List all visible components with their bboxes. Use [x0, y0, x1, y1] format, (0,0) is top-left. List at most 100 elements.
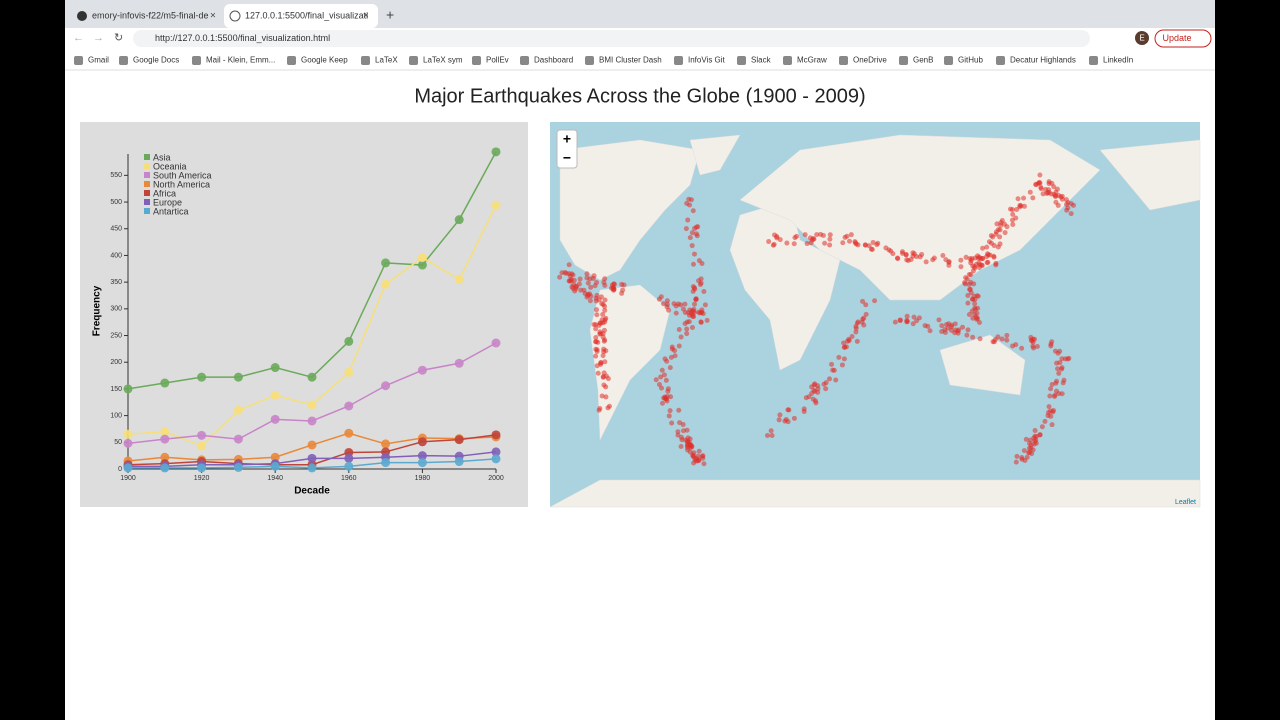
quake-dot — [660, 301, 666, 307]
tab-close[interactable]: × — [210, 11, 216, 22]
bookmark[interactable]: Google Keep — [301, 56, 348, 65]
tab-close[interactable]: × — [363, 11, 369, 22]
quake-dot — [1026, 450, 1032, 456]
bookmark-icon — [674, 56, 683, 65]
quake-dot — [822, 240, 828, 246]
quake-dot — [870, 239, 876, 245]
quake-dot — [1032, 438, 1038, 444]
quake-dot — [690, 452, 696, 458]
data-point — [197, 441, 207, 451]
bookmark[interactable]: Gmail — [88, 56, 109, 65]
quake-dot — [663, 396, 669, 402]
new-tab[interactable]: + — [386, 7, 394, 23]
bookmark[interactable]: LaTeX sym — [423, 56, 463, 65]
reload[interactable]: ↻ — [114, 32, 123, 44]
quake-dot — [863, 311, 869, 317]
quake-dot — [993, 229, 999, 235]
y-tick-label: 0 — [118, 466, 122, 473]
bookmark[interactable]: McGraw — [797, 56, 827, 65]
bookmark[interactable]: LaTeX — [375, 56, 398, 65]
quake-dot — [676, 407, 682, 413]
quake-dot — [698, 276, 704, 282]
quake-dot — [699, 453, 705, 459]
y-tick-label: 400 — [110, 252, 122, 259]
quake-dot — [684, 326, 690, 332]
tab-title[interactable]: 127.0.0.1:5500/final_visualizati — [245, 10, 368, 20]
profile-initial: E — [1139, 34, 1144, 43]
bookmark-icon — [287, 56, 296, 65]
forward[interactable]: → — [93, 32, 104, 44]
back[interactable]: ← — [73, 32, 84, 44]
quake-dot — [1019, 456, 1025, 462]
update-button[interactable] — [1154, 29, 1212, 48]
quake-dot — [852, 239, 858, 245]
quake-dot — [910, 250, 916, 256]
quake-dot — [1021, 195, 1027, 201]
quake-dot — [691, 310, 697, 316]
data-point — [270, 414, 280, 424]
quake-dot — [1009, 207, 1015, 213]
quake-dot — [1002, 230, 1008, 236]
y-tick-label: 200 — [110, 359, 122, 366]
quake-dot — [676, 343, 682, 349]
y-axis-title: Frequency — [92, 285, 103, 336]
map[interactable]: + − Leaflet — [549, 122, 1201, 508]
zoom-in[interactable]: + — [563, 131, 571, 147]
x-tick-label: 1980 — [415, 475, 431, 482]
quake-dot — [997, 241, 1003, 247]
quake-dot — [940, 253, 946, 259]
x-tick-label: 1920 — [194, 475, 210, 482]
quake-dot — [970, 315, 976, 321]
quake-dot — [1036, 179, 1042, 185]
bookmark[interactable]: BMI Cluster Dash — [599, 56, 662, 65]
quake-dot — [1031, 336, 1037, 342]
quake-dot — [602, 307, 608, 313]
quake-dot — [919, 251, 925, 257]
data-point — [123, 463, 133, 473]
x-tick-label: 1960 — [341, 475, 357, 482]
active-tab[interactable] — [224, 4, 378, 28]
bookmark[interactable]: Google Docs — [133, 56, 179, 65]
bookmark[interactable]: PollEv — [486, 56, 509, 65]
quake-dot — [1039, 424, 1045, 430]
bookmark[interactable]: OneDrive — [853, 56, 887, 65]
quake-dot — [601, 382, 607, 388]
bookmark[interactable]: Mail - Klein, Emm... — [206, 56, 275, 65]
quake-dot — [1048, 343, 1054, 349]
quake-dot — [661, 372, 667, 378]
legend-swatch — [144, 163, 150, 169]
bookmark[interactable]: Dashboard — [534, 56, 573, 65]
quake-dot — [1027, 189, 1033, 195]
bookmark[interactable]: Decatur Highlands — [1010, 56, 1076, 65]
quake-dot — [557, 274, 563, 280]
url[interactable]: http://127.0.0.1:5500/final_visualizatio… — [155, 33, 330, 43]
quake-dot — [678, 334, 684, 340]
bookmark[interactable]: GitHub — [958, 56, 983, 65]
quake-dot — [663, 377, 669, 383]
quake-dot — [1049, 382, 1055, 388]
quake-dot — [892, 319, 898, 325]
quake-dot — [658, 374, 664, 380]
quake-dot — [895, 256, 901, 262]
quake-dot — [848, 232, 854, 238]
quake-dot — [1028, 442, 1034, 448]
address-bar[interactable] — [133, 30, 1090, 47]
bookmark[interactable]: Slack — [751, 56, 772, 65]
data-point — [491, 338, 501, 348]
legend-label: Antartica — [153, 206, 189, 216]
tab-title[interactable]: emory-infovis-f22/m5-final-de — [92, 10, 209, 20]
bookmark[interactable]: GenB — [913, 56, 933, 65]
data-point — [160, 434, 170, 444]
attribution[interactable]: Leaflet — [1175, 499, 1196, 506]
data-point — [307, 440, 317, 450]
profile[interactable] — [1135, 31, 1149, 45]
quake-dot — [990, 234, 996, 240]
zoom-out[interactable]: − — [563, 150, 571, 166]
bookmark[interactable]: InfoVis Git — [688, 56, 726, 65]
quake-dot — [991, 253, 997, 259]
quake-dot — [966, 312, 972, 318]
quake-dot — [582, 290, 588, 296]
quake-dot — [977, 336, 983, 342]
bookmark[interactable]: LinkedIn — [1103, 56, 1133, 65]
